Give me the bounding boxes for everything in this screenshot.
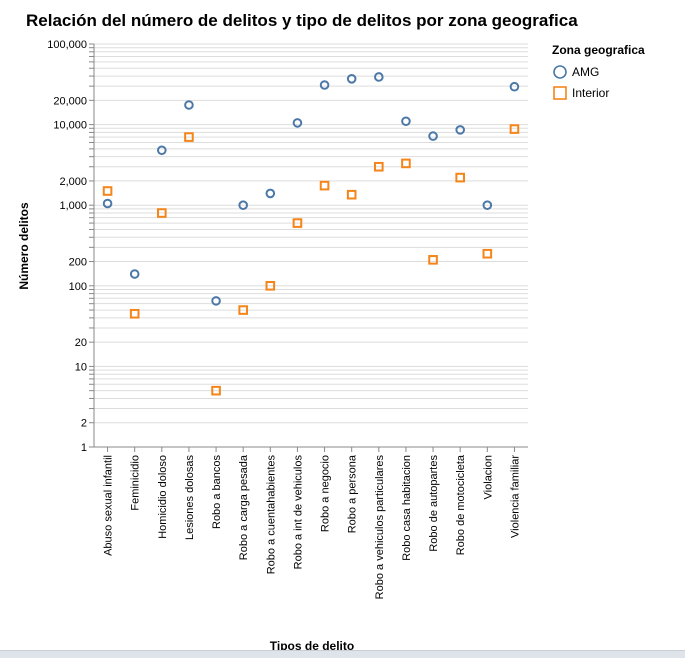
grid [94, 43, 528, 448]
y-tick-label: 1 [81, 442, 87, 454]
point-interior [265, 281, 276, 291]
point-interior [319, 180, 330, 191]
point-amg [401, 116, 411, 127]
x-axis: Abuso sexual infantil Feminicidio Homicidi… [94, 446, 528, 600]
x-axis-title: Tipos de delito [270, 639, 354, 650]
legend-label: Interior [572, 86, 609, 100]
x-tick-label: Lesiones dolosas [184, 455, 196, 541]
point-interior [455, 172, 465, 183]
y-tick-label: 20,000 [53, 95, 87, 107]
point-interior [428, 255, 438, 265]
point-amg [265, 188, 276, 199]
x-tick-label: Robo de motocicleta [455, 454, 467, 555]
point-amg [129, 269, 140, 279]
y-tick-label: 100 [69, 281, 87, 293]
y-tick-label: 2 [81, 418, 87, 430]
point-interior [102, 186, 113, 196]
bottom-scrollbar [0, 650, 685, 658]
point-interior [184, 132, 194, 142]
point-amg [482, 200, 493, 210]
data-marks [102, 72, 520, 396]
point-interior [129, 308, 140, 319]
x-tick-label: Robo a carga pesada [238, 454, 250, 560]
point-interior [157, 208, 167, 218]
y-axis: 1 2 10 20 100 200 1,000 2,000 10,000 20,000 100,00… [47, 39, 95, 454]
point-amg [292, 118, 303, 128]
point-interior [401, 158, 411, 169]
point-amg [374, 72, 384, 82]
y-tick-label: 2,000 [59, 176, 87, 188]
y-tick-label: 1,000 [59, 200, 87, 212]
point-amg [455, 125, 465, 135]
y-tick-label: 10 [75, 361, 87, 373]
y-tick-label: 200 [69, 257, 87, 269]
y-tick-label: 10,000 [53, 120, 87, 132]
legend-title: Zona geografica [552, 43, 645, 57]
x-tick-label: Violencia familiar [509, 455, 521, 538]
x-tick-label: Robo de autopartes [428, 455, 440, 552]
point-amg [157, 145, 167, 156]
legend-symbol-square [553, 86, 567, 100]
point-interior [211, 385, 221, 396]
point-amg [346, 74, 357, 84]
point-interior [509, 124, 520, 134]
y-tick-label: 100,000 [47, 39, 87, 51]
point-amg [428, 131, 438, 141]
point-interior [238, 305, 248, 315]
point-interior [292, 218, 303, 228]
point-amg [238, 200, 248, 210]
y-tick-label: 20 [75, 337, 87, 349]
chart-title: Relación del número de delitos y tipo de… [26, 11, 578, 30]
point-interior [482, 248, 493, 259]
x-tick-label: Violacion [482, 455, 494, 499]
point-amg [102, 198, 113, 209]
x-tick-label: Abuso sexual infantil [103, 455, 115, 556]
y-axis-title: Número delitos [17, 202, 31, 290]
x-tick-label: Homicidio doloso [157, 455, 169, 539]
point-amg [509, 81, 520, 92]
point-amg [211, 296, 221, 306]
x-tick-label: Feminicidio [130, 455, 142, 511]
x-tick-label: Robo casa habitacion [401, 455, 413, 561]
x-tick-label: Robo a bancos [211, 455, 223, 529]
point-amg [184, 100, 194, 110]
legend-symbol-circle [553, 65, 567, 79]
x-tick-label: Robo a negocio [320, 455, 332, 532]
x-tick-label: Robo a vehiculos particulares [374, 455, 386, 600]
point-amg [319, 80, 330, 90]
legend-label: AMG [572, 65, 599, 79]
point-interior [346, 189, 357, 200]
point-interior [374, 161, 384, 172]
x-tick-label: Robo a int de vehiculos [292, 455, 304, 570]
x-tick-label: Robo a persona [347, 454, 359, 533]
legend: Zona geografica AMG Interior [552, 43, 645, 100]
x-tick-label: Robo a cuentahabientes [265, 455, 277, 575]
